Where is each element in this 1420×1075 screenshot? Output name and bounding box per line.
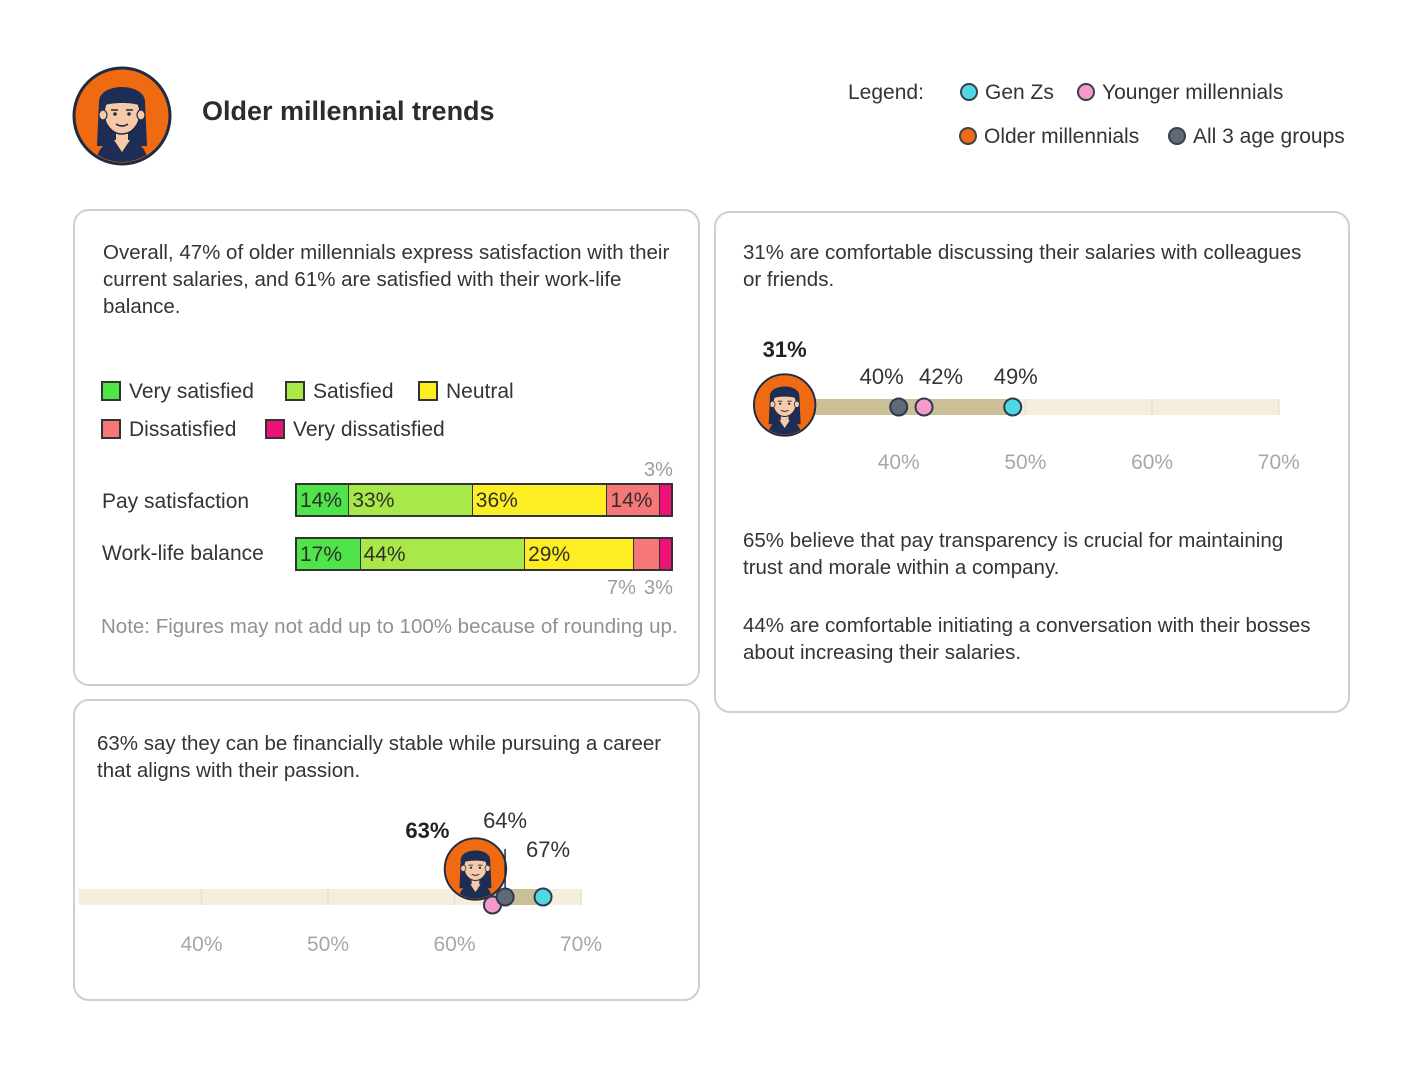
financial-stability-dot-chart: 40% 50% 60% 70% 63% 64% 67% (78, 808, 602, 956)
legend-older-millennials: Older millennials (959, 125, 1139, 149)
bar-segment-dissatisfied: 14% (607, 485, 660, 515)
older-millennials-avatar-marker (445, 838, 506, 901)
bar-segment-neutral: 36% (472, 485, 608, 515)
bar-segment-satisfied: 33% (349, 485, 473, 515)
very-dissatisfied-label: Very dissatisfied (293, 418, 445, 441)
very-satisfied-label: Very satisfied (129, 380, 254, 403)
legend-very-satisfied: Very satisfied (101, 380, 254, 404)
satisfaction-text: Overall, 47% of older millennials expres… (103, 241, 670, 318)
bar-segment-very-satisfied: 14% (297, 485, 350, 515)
worklife-balance-bar: 17% 44% 29% (295, 537, 673, 571)
worklife-dissatisfied-label: 7% (607, 577, 636, 599)
axis-tick-label: 70% (1258, 451, 1300, 474)
axis-tick-label: 60% (1131, 451, 1173, 474)
dot-gen-zs (533, 887, 553, 907)
bar-segment-neutral: 29% (525, 539, 634, 569)
bar-segment-dissatisfied (633, 539, 660, 569)
legend-satisfied: Satisfied (285, 380, 394, 404)
salary-discussion-card: 31% are comfortable discussing their sal… (714, 211, 1350, 713)
dissatisfied-swatch (101, 419, 121, 439)
value-label-all-3-age-groups: 40% (860, 364, 904, 389)
older-millennials-dot-icon (959, 127, 977, 145)
younger-millennials-dot-icon (1077, 83, 1095, 101)
axis-tick-label: 50% (307, 933, 349, 956)
bar-segment-very-dissatisfied (659, 485, 671, 515)
legend-gen-z-label: Gen Zs (985, 81, 1054, 104)
salary-discussion-text: 31% are comfortable discussing their sal… (743, 241, 1302, 291)
category-label-worklife: Work-life balance (102, 542, 264, 565)
value-label-all-3-age-groups: 64% (483, 808, 527, 833)
dot-younger-millennials (914, 397, 934, 417)
rounding-note: Note: Figures may not add up to 100% bec… (101, 615, 678, 638)
axis-tick-label: 50% (1004, 451, 1046, 474)
value-label-gen-zs: 67% (526, 837, 570, 862)
axis-tick-label: 70% (560, 933, 602, 956)
legend-label: Legend: (848, 81, 924, 104)
bar-segment-very-satisfied: 17% (297, 539, 361, 569)
pay-very-dissatisfied-label: 3% (644, 459, 673, 481)
legend-gen-z: Gen Zs (960, 81, 1054, 105)
financial-stability-text: 63% say they can be financially stable w… (97, 732, 662, 782)
satisfied-swatch (285, 381, 305, 401)
legend-neutral: Neutral (418, 380, 514, 404)
salary-discussion-dot-chart: 40% 50% 60% 70% 31% 40% 42% 49% (716, 337, 1300, 474)
legend-younger-millennials: Younger millennials (1077, 81, 1283, 105)
initiate-conversation-text: 44% are comfortable initiating a convers… (743, 614, 1311, 664)
legend-dissatisfied: Dissatisfied (101, 418, 236, 442)
satisfaction-card: Overall, 47% of older millennials expres… (73, 209, 700, 686)
legend-younger-millennials-label: Younger millennials (1102, 81, 1284, 104)
dot-all-3-age-groups (889, 397, 909, 417)
all-groups-dot-icon (1168, 127, 1186, 145)
legend-very-dissatisfied: Very dissatisfied (265, 418, 445, 442)
dot-all-3-age-groups (495, 887, 515, 907)
bar-segment-very-dissatisfied (659, 539, 671, 569)
legend-all-groups-label: All 3 age groups (1193, 125, 1345, 148)
very-dissatisfied-swatch (265, 419, 285, 439)
category-label-pay: Pay satisfaction (102, 490, 250, 513)
dot-gen-zs (1003, 397, 1023, 417)
older-millennials-value-label: 31% (763, 337, 807, 362)
older-millennial-avatar (72, 66, 176, 170)
neutral-label: Neutral (446, 380, 514, 403)
axis-tick-label: 60% (433, 933, 475, 956)
very-satisfied-swatch (101, 381, 121, 401)
axis-tick-label: 40% (180, 933, 222, 956)
bar-segment-satisfied: 44% (360, 539, 526, 569)
page-title: Older millennial trends (202, 96, 495, 126)
satisfied-label: Satisfied (313, 380, 394, 403)
older-millennials-avatar-marker (754, 374, 815, 437)
legend-all-groups: All 3 age groups (1168, 125, 1345, 149)
axis-tick-label: 40% (878, 451, 920, 474)
dissatisfied-label: Dissatisfied (129, 418, 237, 441)
value-label-younger-millennials: 42% (919, 364, 963, 389)
older-millennials-value-label: 63% (405, 818, 449, 843)
gen-z-dot-icon (960, 83, 978, 101)
legend-older-millennials-label: Older millennials (984, 125, 1140, 148)
worklife-very-dissatisfied-label: 3% (644, 577, 673, 599)
financial-stability-card: 63% say they can be financially stable w… (73, 699, 700, 1001)
value-label-gen-zs: 49% (994, 364, 1038, 389)
pay-transparency-text: 65% believe that pay transparency is cru… (743, 529, 1284, 579)
pay-satisfaction-bar: 14% 33% 36% 14% (295, 483, 673, 517)
neutral-swatch (418, 381, 438, 401)
